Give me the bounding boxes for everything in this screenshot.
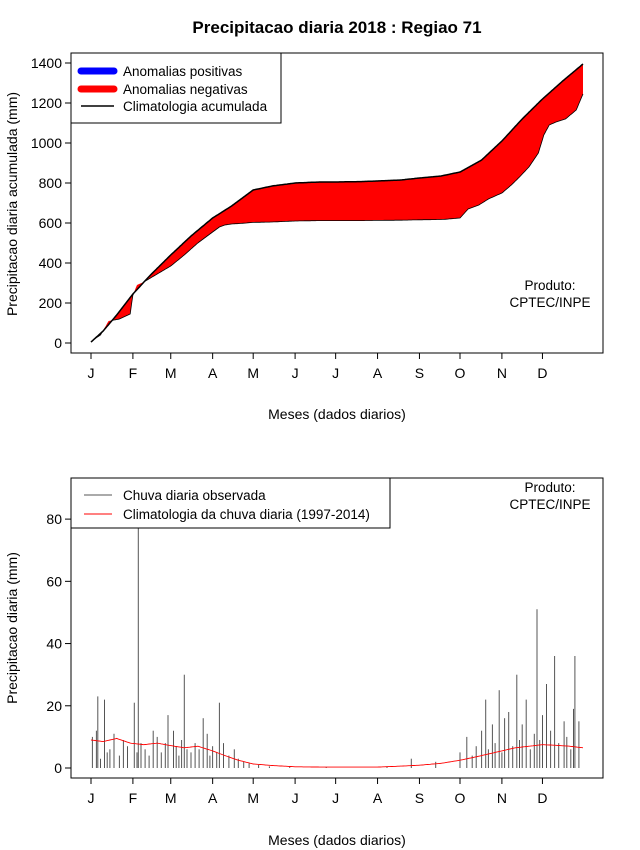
x-tick-label: D — [537, 365, 547, 381]
chart-title: Precipitacao diaria 2018 : Regiao 71 — [192, 18, 481, 37]
x-tick-label: N — [497, 790, 507, 806]
observed-cumulative-line — [90, 93, 584, 343]
y-tick-label: 20 — [46, 698, 62, 714]
x-tick-label: J — [292, 365, 299, 381]
negative-anomaly-area — [91, 64, 583, 342]
x-tick-label: O — [455, 365, 466, 381]
y-tick-label: 600 — [39, 215, 63, 231]
climatology-cumulative-line — [90, 63, 584, 343]
x-tick-label: A — [373, 365, 383, 381]
product-label: Produto: — [524, 480, 575, 495]
x-tick-label: N — [497, 365, 507, 381]
y-tick-label: 400 — [39, 255, 63, 271]
cumulative-chart: 0 200 400 600 800 1000 1200 1400 J F M A M J J A S O N D P… — [4, 52, 604, 422]
observed-rain-bars — [91, 494, 580, 768]
x-tick-label: M — [247, 365, 259, 381]
y-axis-label: Precipitacao diaria (mm) — [4, 552, 20, 704]
y-tick-label: 0 — [54, 335, 62, 351]
legend: Chuva diaria observada Climatologia da c… — [70, 477, 391, 529]
x-tick-label: S — [415, 790, 424, 806]
product-source: CPTEC/INPE — [509, 497, 590, 512]
y-tick-label: 200 — [39, 295, 63, 311]
y-tick-label: 40 — [46, 636, 62, 652]
y-tick-label: 80 — [46, 511, 62, 527]
legend: Anomalias positivas Anomalias negativas … — [70, 52, 282, 124]
x-tick-label: M — [247, 790, 259, 806]
legend-label-observed: Chuva diaria observada — [123, 488, 266, 503]
y-tick-label: 0 — [54, 760, 62, 776]
x-tick-label: M — [165, 790, 177, 806]
x-tick-label: M — [165, 365, 177, 381]
daily-chart: 0 20 40 60 80 J F M A M J J A S O N D Precipitacao diar… — [4, 477, 604, 848]
y-axis: 0 20 40 60 80 — [46, 511, 72, 776]
x-tick-label: A — [373, 790, 383, 806]
y-tick-label: 1000 — [31, 135, 62, 151]
climatology-daily-line — [90, 737, 584, 768]
y-axis-label: Precipitacao diaria acumulada (mm) — [4, 92, 20, 316]
legend-label-negative: Anomalias negativas — [123, 82, 248, 97]
y-tick-label: 1400 — [31, 55, 62, 71]
x-tick-label: F — [129, 365, 138, 381]
x-tick-label: A — [208, 365, 218, 381]
y-tick-label: 60 — [46, 573, 62, 589]
x-tick-label: J — [332, 790, 339, 806]
x-tick-label: J — [88, 790, 95, 806]
x-axis-label: Meses (dados diarios) — [268, 832, 406, 848]
legend-label-climatology: Climatologia da chuva diaria (1997-2014) — [123, 507, 370, 522]
y-tick-label: 1200 — [31, 95, 62, 111]
legend-label-climatology: Climatologia acumulada — [123, 99, 268, 114]
y-tick-label: 800 — [39, 175, 63, 191]
legend-label-positive: Anomalias positivas — [123, 64, 243, 79]
product-label: Produto: — [524, 278, 575, 293]
x-tick-label: J — [292, 790, 299, 806]
x-tick-label: O — [455, 790, 466, 806]
x-tick-label: D — [537, 790, 547, 806]
x-axis-label: Meses (dados diarios) — [268, 406, 406, 422]
x-tick-label: A — [208, 790, 218, 806]
product-source: CPTEC/INPE — [509, 295, 590, 310]
x-tick-label: S — [415, 365, 424, 381]
x-tick-label: F — [129, 790, 138, 806]
x-tick-label: J — [88, 365, 95, 381]
x-tick-label: J — [332, 365, 339, 381]
y-axis: 0 200 400 600 800 1000 1200 1400 — [31, 55, 72, 351]
legend-box — [70, 477, 391, 529]
anomaly-area-layer — [90, 64, 584, 343]
